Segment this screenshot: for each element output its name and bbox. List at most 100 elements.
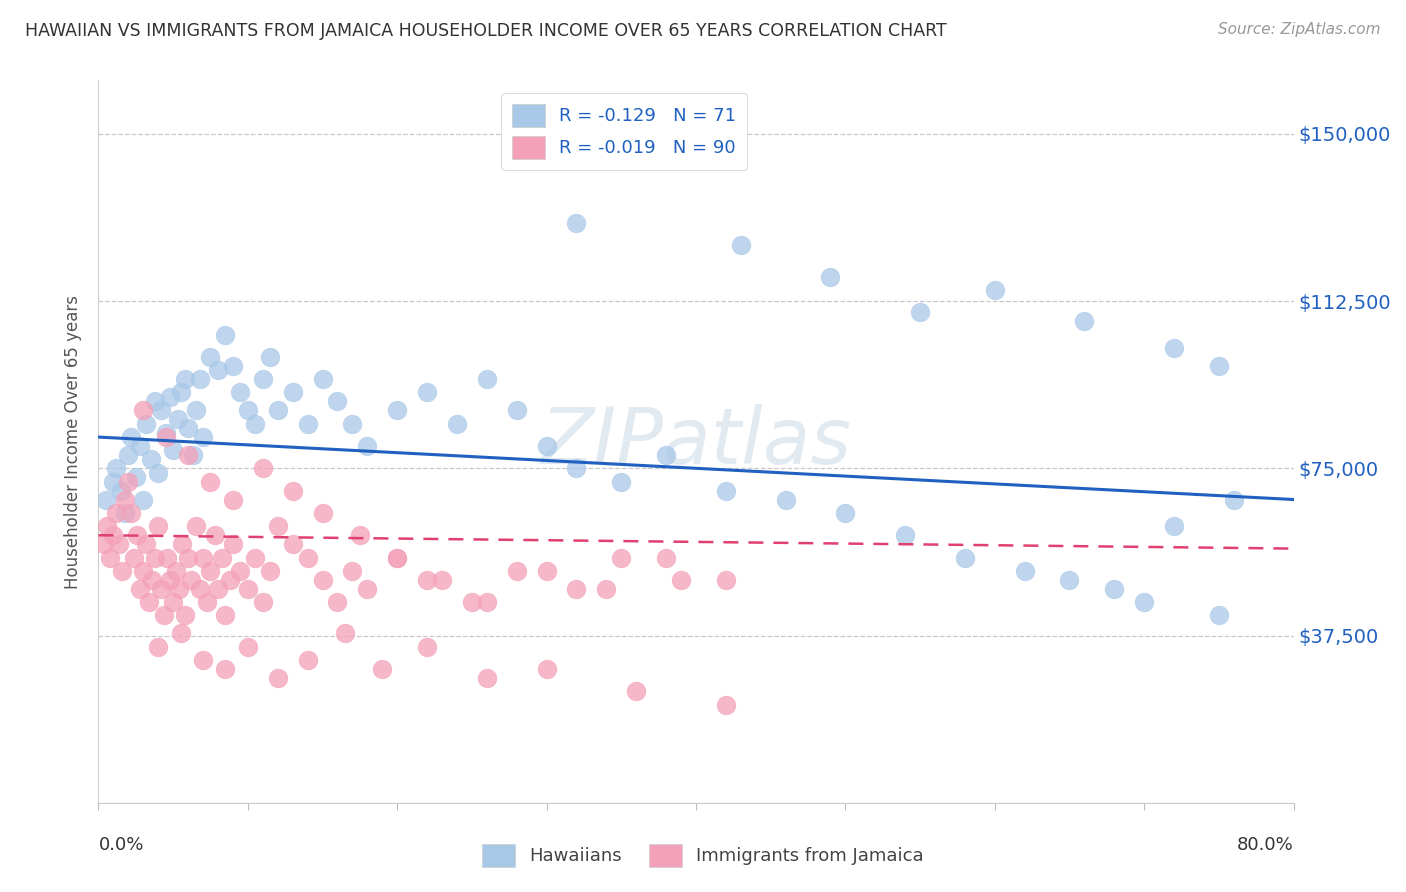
Point [281,385,304,400]
Point [236,640,259,654]
Point [143,394,166,409]
Point [177,421,200,435]
Point [150,582,173,596]
Point [730,238,752,252]
Point [610,475,633,489]
Point [132,564,155,578]
Point [117,475,139,489]
Point [148,640,170,654]
Point [1208,359,1230,373]
Point [166,412,188,426]
Point [127,528,149,542]
Point [259,350,281,364]
Point [103,528,125,542]
Point [342,564,364,578]
Point [169,385,191,400]
Point [162,595,184,609]
Point [281,537,304,551]
Point [506,564,529,578]
Point [191,653,214,667]
Point [120,430,142,444]
Point [416,640,439,654]
Point [475,372,498,386]
Point [281,483,304,498]
Point [200,564,222,578]
Text: 80.0%: 80.0% [1237,836,1294,854]
Point [475,671,498,685]
Point [252,372,274,386]
Point [150,403,173,417]
Point [141,573,163,587]
Point [834,506,856,520]
Point [138,595,160,609]
Point [536,564,558,578]
Point [177,550,200,565]
Point [155,430,177,444]
Point [259,564,281,578]
Point [174,608,197,623]
Point [626,684,648,698]
Point [162,443,184,458]
Point [165,564,187,578]
Point [98,550,122,565]
Point [96,519,118,533]
Point [135,417,157,431]
Point [356,582,378,596]
Point [385,403,409,417]
Point [669,573,692,587]
Point [159,573,181,587]
Point [1014,564,1036,578]
Point [155,425,177,440]
Point [94,492,117,507]
Point [184,519,207,533]
Point [200,350,222,364]
Point [775,492,797,507]
Point [1104,582,1126,596]
Point [139,452,162,467]
Point [536,662,558,676]
Point [117,448,139,462]
Point [184,403,207,417]
Point [565,216,588,230]
Point [114,492,136,507]
Point [297,550,319,565]
Point [267,671,290,685]
Point [236,582,259,596]
Point [214,608,236,623]
Point [461,595,484,609]
Point [129,582,152,596]
Point [174,372,197,386]
Point [311,372,333,386]
Point [267,519,290,533]
Point [207,582,229,596]
Point [714,483,737,498]
Point [430,573,453,587]
Point [143,550,166,565]
Point [129,439,152,453]
Point [229,385,252,400]
Point [156,550,179,565]
Point [342,417,364,431]
Point [120,506,142,520]
Point [655,550,678,565]
Point [297,653,319,667]
Text: HAWAIIAN VS IMMIGRANTS FROM JAMAICA HOUSEHOLDER INCOME OVER 65 YEARS CORRELATION: HAWAIIAN VS IMMIGRANTS FROM JAMAICA HOUS… [25,22,948,40]
Point [114,506,136,520]
Point [148,519,170,533]
Point [181,448,204,462]
Point [326,394,349,409]
Point [229,564,252,578]
Point [416,385,439,400]
Point [953,550,976,565]
Point [311,573,333,587]
Point [820,269,842,284]
Point [252,595,274,609]
Point [245,417,267,431]
Point [180,573,202,587]
Point [191,550,214,565]
Point [214,327,236,342]
Point [1223,492,1246,507]
Text: ZIPatlas: ZIPatlas [540,403,852,480]
Legend: Hawaiians, Immigrants from Jamaica: Hawaiians, Immigrants from Jamaica [475,837,931,874]
Point [125,470,148,484]
